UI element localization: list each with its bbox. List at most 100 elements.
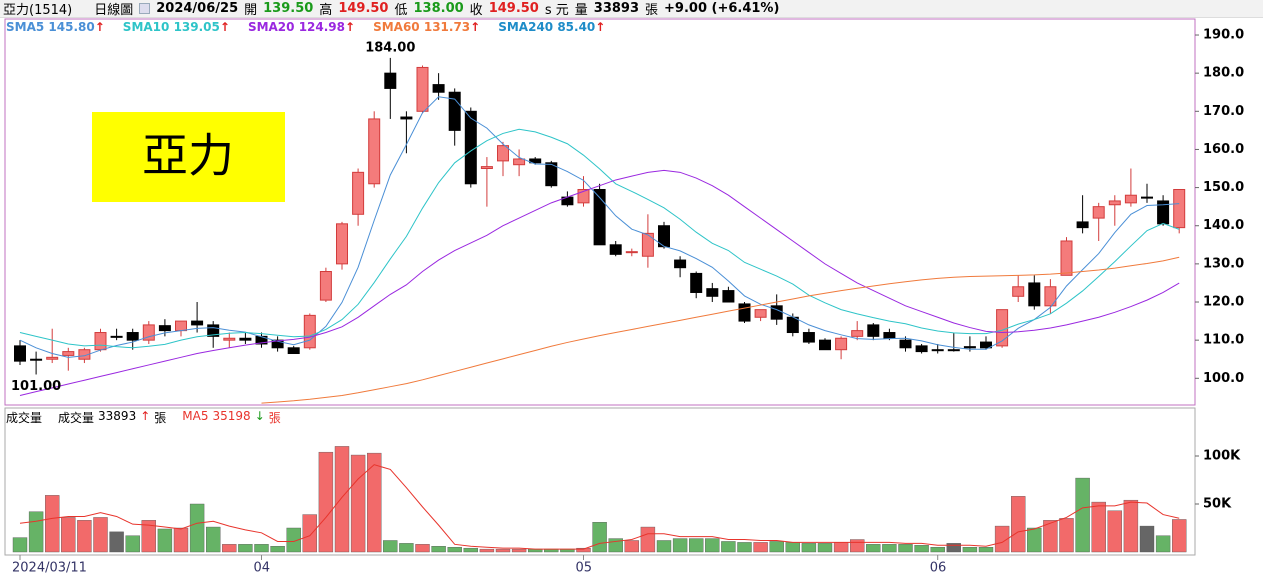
low-label: 低 <box>394 3 408 18</box>
volume-bar <box>141 520 157 553</box>
candle-body <box>271 339 284 349</box>
candle-body <box>352 171 365 215</box>
volume-label: 量 <box>574 3 588 18</box>
ma-line <box>19 96 1180 358</box>
candle-body <box>947 349 960 352</box>
candle-body <box>1012 286 1025 297</box>
candle-body <box>1157 200 1170 225</box>
candle-body <box>78 349 91 360</box>
volume-bar <box>576 547 591 553</box>
volume-name: 成交量 <box>58 411 95 425</box>
candle-body <box>770 305 783 320</box>
legend-item: SMA5 145.80↑ <box>6 20 105 34</box>
candle-body <box>1076 221 1089 229</box>
volume: 33893 <box>593 1 640 16</box>
period: 日線圖 <box>94 3 134 18</box>
volume-bar <box>109 531 124 553</box>
volume-bar <box>560 548 575 553</box>
candle-body <box>110 335 123 338</box>
candle-body <box>368 118 381 185</box>
volume-bar <box>334 446 350 553</box>
candle-body <box>931 349 944 352</box>
volume-bar <box>157 528 173 553</box>
ma-line <box>261 256 1180 404</box>
price-legend: SMA5 145.80↑ SMA10 139.05↑ SMA20 124.98↑ SM… <box>6 20 619 34</box>
checkbox[interactable] <box>139 3 151 14</box>
price-annotation: 184.00 <box>365 40 415 55</box>
candle-body <box>94 332 107 351</box>
legend-arrow: ↑ <box>219 20 230 34</box>
price-panel <box>4 18 1196 406</box>
volume-bar <box>350 454 366 553</box>
volume-bar <box>592 522 607 553</box>
legend-value: 131.73 <box>423 20 471 34</box>
volume-title: 成交量 <box>6 411 43 425</box>
candle-body <box>545 162 558 187</box>
volume-bar <box>833 542 849 553</box>
volume-bar <box>801 543 817 553</box>
volume-bar <box>222 544 237 553</box>
ma-line <box>19 169 1180 396</box>
candle-body <box>625 251 638 254</box>
volume-unit: 張 <box>645 3 659 18</box>
volume-bar <box>383 540 398 553</box>
legend-arrow: ↑ <box>94 20 105 34</box>
volume-bar <box>1075 477 1090 553</box>
candle-body <box>529 158 542 164</box>
candle-body <box>255 335 268 345</box>
volume-bar <box>1155 535 1171 553</box>
volume-bar <box>254 544 269 553</box>
y-tick-label: 130.0 <box>1203 256 1244 271</box>
candle-body <box>207 324 220 337</box>
legend-arrow: ↑ <box>345 20 356 34</box>
volume-bar <box>270 546 285 553</box>
candle-body <box>706 288 719 297</box>
ma-arrow: ↓ <box>254 409 265 423</box>
candle-body <box>996 309 1009 347</box>
volume-bar <box>431 546 446 553</box>
candle-body <box>223 337 236 341</box>
candle-body <box>883 332 896 339</box>
volume-bar <box>45 495 60 553</box>
candle-body <box>738 303 751 322</box>
x-tick-label: 05 <box>576 561 593 576</box>
candle-body <box>819 339 831 351</box>
volume-bar <box>1091 501 1106 553</box>
volume-bar <box>866 544 881 553</box>
candle-body <box>497 145 509 162</box>
volume-bar <box>672 538 688 553</box>
volume-bar <box>817 543 833 553</box>
candle-body <box>46 356 59 360</box>
volume-bar <box>415 544 430 553</box>
legend-value: 145.80 <box>48 20 95 34</box>
volume-bar <box>463 547 478 553</box>
candle-body <box>287 347 300 355</box>
volume-bar <box>286 527 301 553</box>
volume-bar <box>882 544 897 553</box>
candle-body <box>561 196 574 206</box>
x-tick-label: 04 <box>254 561 271 576</box>
high: 149.50 <box>338 1 389 16</box>
candle-body <box>158 325 171 332</box>
legend-name: SMA240 <box>498 20 554 34</box>
change: +9.00 (+6.41%) <box>664 1 780 16</box>
legend-name: SMA5 <box>6 20 45 34</box>
candle-body <box>915 345 928 353</box>
candle-body <box>239 337 252 341</box>
volume-value: 33893 <box>98 409 137 423</box>
candle-body <box>754 309 767 318</box>
candle-body <box>802 332 815 343</box>
volume-bar <box>77 520 92 553</box>
candle-body <box>690 272 703 293</box>
candle-body <box>432 84 445 93</box>
candle-body <box>464 110 477 185</box>
candle-body <box>142 324 155 341</box>
y-tick-label: 120.0 <box>1203 295 1244 310</box>
volume-ma-line <box>19 464 1180 550</box>
candle-body <box>593 188 606 246</box>
candle-body <box>30 358 43 361</box>
legend-arrow: ↑ <box>470 20 481 34</box>
y-tick-label: 110.0 <box>1203 333 1244 348</box>
candle-body <box>400 116 413 120</box>
candle-body <box>867 324 880 337</box>
